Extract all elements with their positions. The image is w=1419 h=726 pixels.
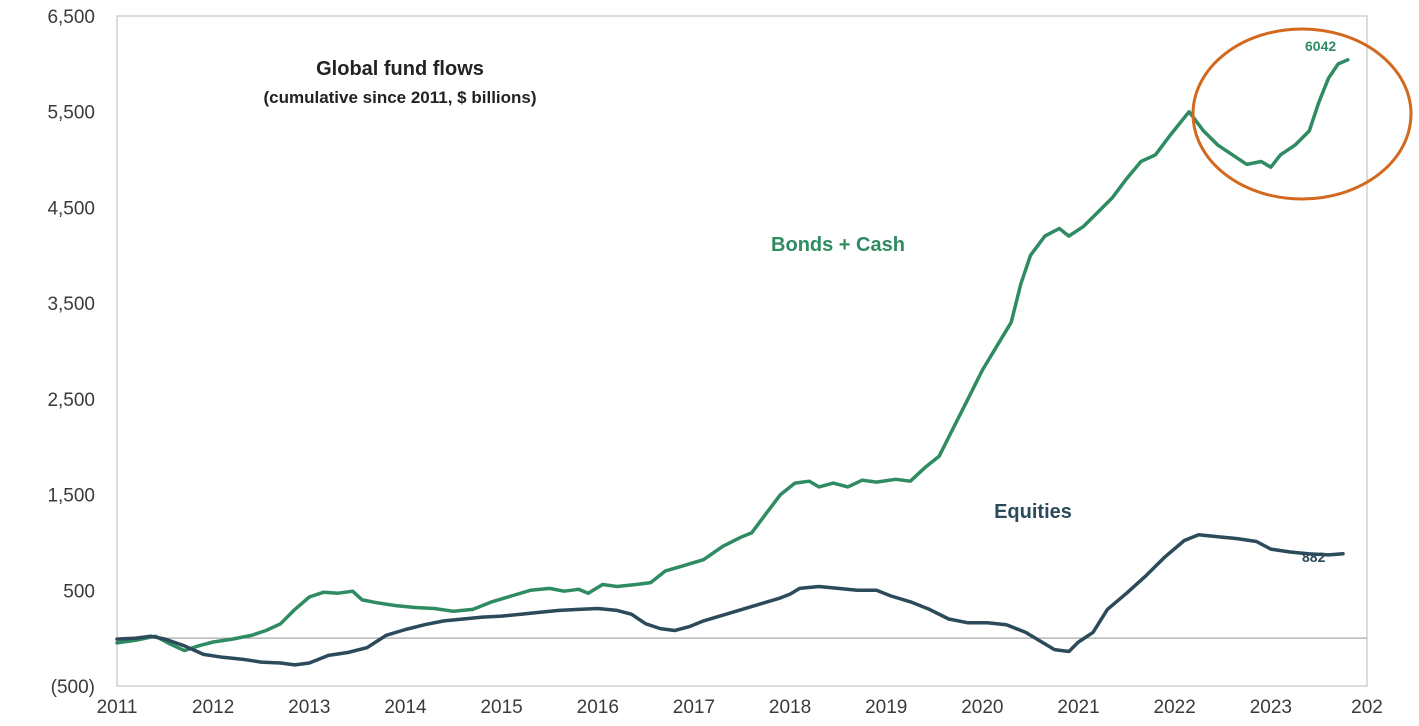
y-tick-label: 5,500 bbox=[47, 103, 95, 124]
x-tick-label: 202 bbox=[1351, 697, 1383, 718]
x-tick-label: 2019 bbox=[865, 697, 907, 718]
series-line-equities bbox=[115, 533, 1345, 667]
x-tick-label: 2020 bbox=[961, 697, 1003, 718]
x-tick-label: 2013 bbox=[288, 697, 330, 718]
x-tick-label: 2015 bbox=[480, 697, 522, 718]
x-tick-label: 2023 bbox=[1250, 697, 1292, 718]
y-tick-label: (500) bbox=[51, 677, 95, 698]
x-tick-label: 2021 bbox=[1057, 697, 1099, 718]
y-tick-label: 2,500 bbox=[47, 390, 95, 411]
series-label-bonds-cash: Bonds + Cash bbox=[771, 234, 905, 256]
x-tick-label: 2022 bbox=[1154, 697, 1196, 718]
x-tick-label: 2014 bbox=[384, 697, 427, 718]
highlight-circle-annotation bbox=[1191, 27, 1413, 201]
y-tick-label: 4,500 bbox=[47, 198, 95, 219]
x-tick-label: 2016 bbox=[577, 697, 619, 718]
y-tick-label: 1,500 bbox=[47, 486, 95, 507]
series-layer bbox=[115, 58, 1350, 667]
x-tick-label: 2011 bbox=[97, 697, 138, 718]
plot-frame bbox=[116, 15, 1368, 687]
y-tick-label: 500 bbox=[63, 581, 95, 602]
y-tick-label: 6,500 bbox=[47, 7, 95, 28]
series-line-bonds-cash bbox=[115, 58, 1350, 653]
y-axis: (500) 500 1,500 2,500 3,500 4,500 5,500 6,500 bbox=[47, 7, 95, 698]
series-label-equities: Equities bbox=[994, 501, 1072, 523]
x-tick-label: 2012 bbox=[192, 697, 234, 718]
chart-subtitle: (cumulative since 2011, $ billions) bbox=[263, 88, 536, 107]
end-label-equities: 882 bbox=[1302, 549, 1326, 565]
x-tick-label: 2017 bbox=[673, 697, 715, 718]
x-axis: 2011 2012 2013 2014 2015 2016 2017 2018 2019 2020… bbox=[97, 697, 1383, 718]
y-tick-label: 3,500 bbox=[47, 294, 95, 315]
x-tick-label: 2018 bbox=[769, 697, 811, 718]
chart-title: Global fund flows bbox=[316, 58, 484, 80]
end-label-bonds-cash: 6042 bbox=[1305, 38, 1336, 54]
